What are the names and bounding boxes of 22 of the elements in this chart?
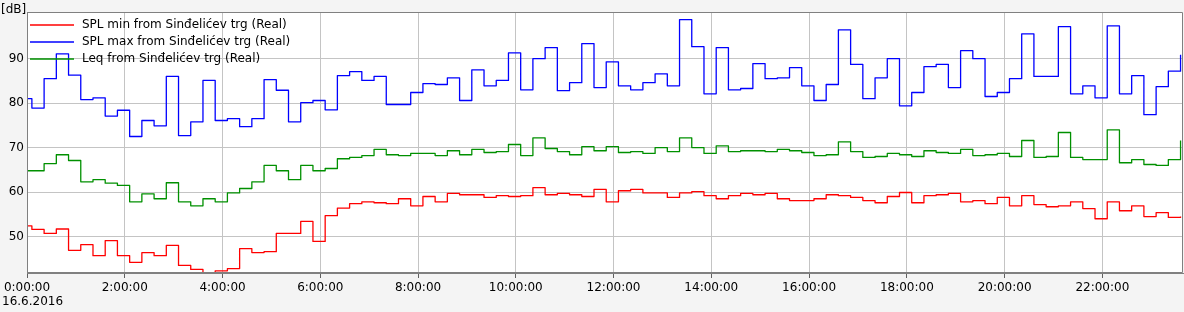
legend-label: Leq from Sinđelićev trg (Real) bbox=[82, 51, 261, 66]
x-tick-label: 0:00:00 bbox=[3, 280, 51, 295]
x-tick-label: 20:00:00 bbox=[977, 280, 1032, 295]
x-tick-label: 18:00:00 bbox=[879, 280, 934, 295]
x-tick-label: 16:00:00 bbox=[782, 280, 837, 295]
x-tick-label: 14:00:00 bbox=[684, 280, 739, 295]
x-tick-label: 10:00:00 bbox=[488, 280, 543, 295]
x-tick-label: 2:00:00 bbox=[101, 280, 148, 295]
y-tick-label: 90 bbox=[8, 50, 24, 65]
x-tick-label: 12:00:00 bbox=[586, 280, 641, 295]
y-tick-label: 80 bbox=[8, 95, 24, 110]
legend-label: SPL max from Sinđelićev trg (Real) bbox=[82, 34, 291, 49]
x-tick-label: 22:00:00 bbox=[1075, 280, 1130, 295]
y-tick-label: 70 bbox=[8, 139, 24, 154]
legend-label: SPL min from Sinđelićev trg (Real) bbox=[82, 17, 287, 32]
y-tick-label: 50 bbox=[8, 228, 24, 243]
y-tick-label: 60 bbox=[8, 184, 24, 199]
x-tick-label: 6:00:00 bbox=[297, 280, 344, 295]
x-tick-label: 8:00:00 bbox=[394, 280, 442, 295]
text: 16.6.2016 bbox=[2, 294, 64, 308]
x-tick-label: 4:00:00 bbox=[199, 280, 246, 295]
y-axis-title: [dB] bbox=[1, 2, 27, 17]
